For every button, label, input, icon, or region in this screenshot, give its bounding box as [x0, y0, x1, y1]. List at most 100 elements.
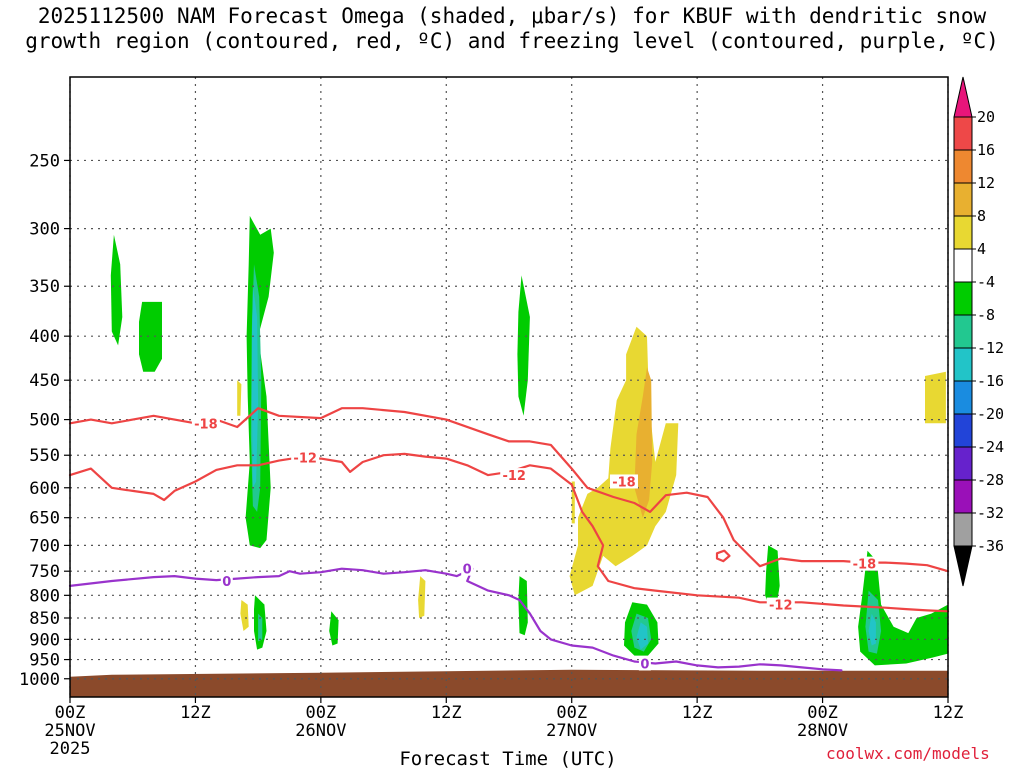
terrain-layer: [70, 669, 948, 697]
title-line-2: growth region (contoured, red, ºC) and f…: [25, 29, 999, 53]
omega-region: [636, 622, 648, 650]
contour-label: 0: [640, 657, 649, 672]
x-tick-day-label: 26NOV: [295, 721, 346, 741]
x-tick-label: 12Z: [682, 703, 713, 723]
colorbar-swatch: [953, 76, 973, 118]
colorbar-label: -4: [977, 273, 995, 291]
x-tick-day-label: 25NOV: [44, 721, 95, 741]
y-tick-label: 850: [29, 609, 60, 629]
colorbar-label: -16: [977, 372, 1004, 390]
contour-label-bg: [850, 556, 879, 571]
contour-label: -12: [502, 469, 526, 484]
dgz-contour-: [715, 549, 731, 563]
dgz-contour-minus18: [68, 407, 950, 573]
colorbar-label: -28: [977, 471, 1004, 489]
colorbar-swatch: [953, 116, 973, 151]
y-tick-label: 950: [29, 651, 60, 671]
colorbar-label: 12: [977, 174, 995, 192]
contour-label-bg: [220, 574, 233, 589]
x-tick-label: 00Z: [807, 703, 838, 723]
colorbar: 20 16 12 8 4 -4 -8 -12 -16 -20 -24 -28 -32 -36: [953, 76, 1004, 587]
omega-region: [329, 611, 339, 646]
x-axis-title: Forecast Time (UTC): [399, 748, 616, 768]
colorbar-swatch: [953, 413, 973, 448]
colorbar-swatch: [953, 281, 973, 316]
contour-label: -12: [293, 451, 317, 466]
plot-frame-layer: [64, 76, 949, 703]
plot-frame: [69, 76, 949, 698]
omega-shading-layer: [110, 215, 948, 666]
omega-region: [868, 613, 876, 646]
colorbar-label: -12: [977, 339, 1004, 357]
colorbar-swatch: [953, 512, 973, 547]
contour-label-bg: [638, 656, 651, 671]
y-tick-label: 500: [29, 411, 60, 431]
colorbar-label: 8: [977, 207, 986, 225]
contour-label: -18: [612, 475, 636, 490]
y-tick-label: 300: [29, 220, 60, 240]
colorbar-swatch: [953, 314, 973, 349]
colorbar-label: 4: [977, 240, 986, 258]
contour-label: 0: [222, 575, 231, 590]
colorbar-swatch: [953, 347, 973, 382]
contour-label: 0: [463, 563, 472, 578]
contour-label: -18: [194, 417, 218, 432]
source-credit: coolwx.com/models: [826, 744, 990, 763]
omega-region: [634, 367, 653, 518]
colorbar-swatch: [953, 182, 973, 217]
freezing-level-contour: [68, 567, 843, 672]
colorbar-swatch: [953, 215, 973, 250]
colorbar-label: -32: [977, 504, 1004, 522]
omega-region: [258, 613, 263, 642]
y-tick-label: 250: [29, 151, 60, 171]
y-tick-label: 1000: [19, 670, 60, 690]
y-tick-label: 750: [29, 562, 60, 582]
y-tick-label: 800: [29, 586, 60, 606]
y-tick-label: 600: [29, 479, 60, 499]
contour-label: -18: [853, 558, 877, 573]
y-tick-label: 700: [29, 536, 60, 556]
x-tick-label: 12Z: [431, 703, 462, 723]
contour-label-bg: [609, 474, 638, 489]
x-tick-day-label: 28NOV: [797, 721, 848, 741]
colorbar-swatch: [953, 380, 973, 415]
contour-layer: -18 -18 -18 -12 -12 -12 0 0 0: [68, 407, 950, 672]
dgz-contour-minus12: [68, 452, 950, 613]
omega-region: [110, 234, 123, 346]
colorbar-swatch: [953, 545, 973, 587]
y-tick-label: 400: [29, 327, 60, 347]
axis-labels-layer: 2503003504004505005506006507007508008509…: [19, 151, 963, 759]
x-tick-label: 12Z: [933, 703, 964, 723]
y-tick-label: 650: [29, 509, 60, 529]
omega-region: [139, 301, 162, 372]
omega-region: [925, 371, 946, 424]
omega-region: [569, 326, 679, 596]
omega-region: [240, 600, 249, 631]
omega-region: [517, 275, 530, 416]
y-tick-label: 450: [29, 371, 60, 391]
x-tick-day-label: 27NOV: [546, 721, 597, 741]
x-tick-label: 12Z: [180, 703, 211, 723]
x-tick-year-label: 2025: [50, 739, 91, 759]
colorbar-label: 20: [977, 108, 995, 126]
omega-region: [858, 550, 948, 666]
terrain-surface: [70, 669, 948, 697]
colorbar-label: -8: [977, 306, 995, 324]
contour-label: -12: [769, 599, 793, 614]
x-tick-label: 00Z: [556, 703, 587, 723]
x-tick-label: 00Z: [305, 703, 336, 723]
contour-label-bg: [500, 468, 529, 483]
title-line-1: 2025112500 NAM Forecast Omega (shaded, μ…: [37, 4, 987, 28]
x-tick-label: 00Z: [55, 703, 86, 723]
omega-region: [418, 576, 426, 618]
colorbar-label: 16: [977, 141, 995, 159]
contour-label-bg: [766, 597, 795, 612]
colorbar-label: -36: [977, 537, 1004, 555]
colorbar-swatch: [953, 479, 973, 514]
y-tick-label: 350: [29, 277, 60, 297]
colorbar-swatch: [953, 446, 973, 481]
chart-title: 2025112500 NAM Forecast Omega (shaded, μ…: [0, 4, 1024, 54]
y-tick-label: 900: [29, 630, 60, 650]
y-tick-label: 550: [29, 446, 60, 466]
